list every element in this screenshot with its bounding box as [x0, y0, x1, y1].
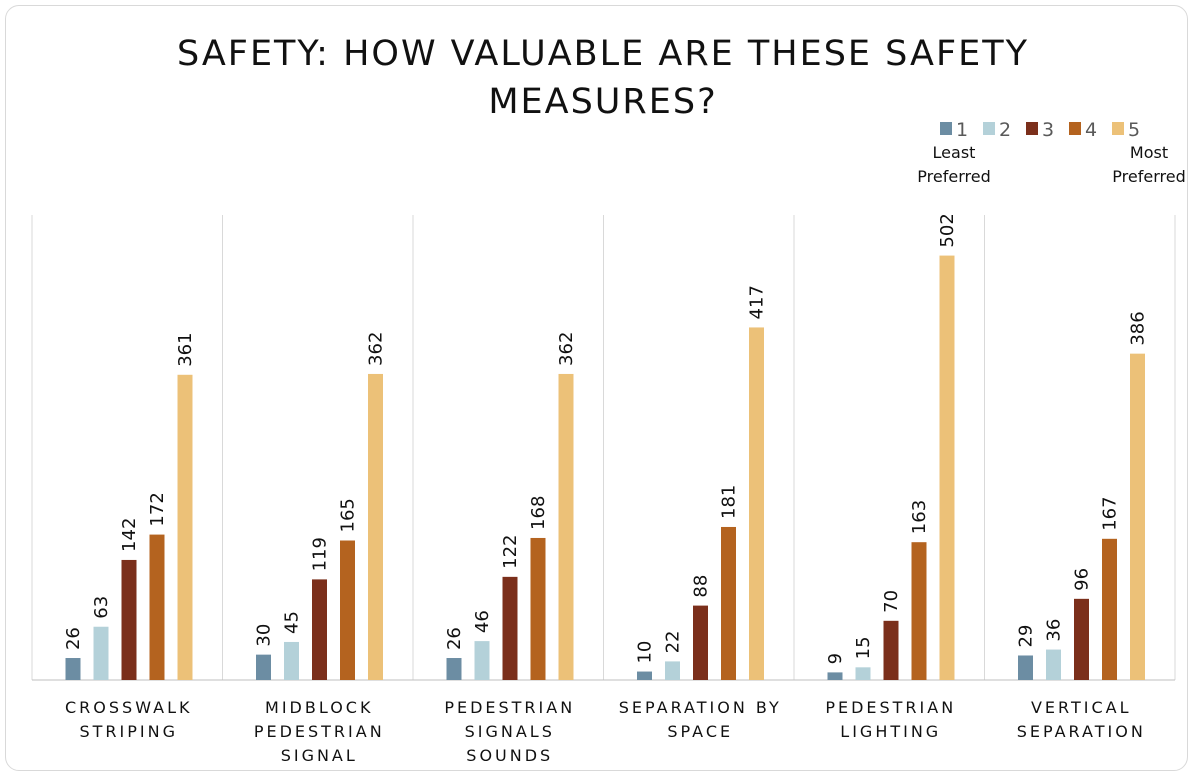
value-label: 142: [119, 518, 140, 552]
bar: [149, 534, 165, 680]
legend-swatch: [1069, 122, 1081, 135]
x-tick-label: CROSSWALK: [65, 698, 193, 717]
bar: [177, 374, 193, 680]
annotation: Preferred: [1112, 167, 1185, 186]
bar: [530, 537, 546, 680]
bar: [446, 658, 462, 680]
legend-label: 4: [1085, 119, 1097, 141]
value-label: 26: [63, 627, 84, 650]
legend-swatch: [940, 122, 952, 135]
x-tick-label: SOUNDS: [466, 746, 553, 765]
value-label: 167: [1100, 496, 1121, 530]
x-tick-label: LIGHTING: [840, 722, 941, 741]
value-label: 172: [147, 492, 168, 526]
bar: [637, 671, 652, 680]
value-label: 15: [853, 636, 874, 659]
value-label: 46: [472, 610, 493, 633]
value-label: 361: [175, 332, 196, 366]
value-label: 9: [825, 653, 846, 664]
annotation: Least: [933, 143, 976, 162]
bar: [474, 641, 490, 680]
bar: [855, 667, 871, 680]
annotation: Most: [1130, 143, 1168, 162]
x-tick-label: PEDESTRIAN: [254, 722, 385, 741]
x-tick-label: PEDESTRIAN: [825, 698, 956, 717]
value-label: 502: [937, 213, 958, 247]
bar: [1018, 655, 1033, 680]
legend-swatch: [1112, 122, 1124, 135]
value-label: 63: [91, 596, 112, 619]
value-label: 362: [366, 332, 387, 366]
bar: [1074, 598, 1089, 680]
value-label: 119: [310, 537, 331, 571]
legend-swatch: [983, 122, 995, 135]
bar: [368, 373, 383, 680]
value-label: 386: [1128, 311, 1149, 345]
bar: [1130, 353, 1145, 680]
value-label: 168: [528, 496, 549, 530]
value-label: 165: [338, 498, 359, 532]
bar: [558, 373, 574, 680]
x-tick-label: VERTICAL: [1031, 698, 1132, 717]
bar: [312, 579, 327, 680]
bar: [827, 672, 843, 680]
bar: [939, 255, 955, 680]
value-label: 29: [1016, 625, 1037, 648]
bar: [749, 327, 764, 680]
legend-swatch: [1026, 122, 1038, 135]
bar: [93, 626, 109, 680]
value-label: 181: [719, 485, 740, 519]
legend-label: 5: [1128, 119, 1140, 141]
chart-card: [5, 5, 1188, 771]
value-label: 36: [1044, 619, 1065, 642]
bar: [121, 559, 137, 680]
bar: [665, 661, 680, 680]
value-label: 26: [444, 627, 465, 650]
value-label: 122: [500, 534, 521, 568]
value-label: 163: [909, 500, 930, 534]
x-tick-label: STRIPING: [80, 722, 179, 741]
x-tick-label: SIGNALS: [465, 722, 555, 741]
x-tick-label: MIDBLOCK: [265, 698, 373, 717]
bar: [721, 526, 736, 680]
bar: [911, 542, 927, 680]
value-label: 96: [1072, 568, 1093, 591]
value-label: 417: [747, 285, 768, 319]
value-label: 70: [881, 590, 902, 613]
x-tick-label: PEDESTRIAN: [444, 698, 575, 717]
bar: [340, 540, 355, 680]
value-label: 10: [635, 641, 656, 664]
annotation: Preferred: [917, 167, 990, 186]
x-tick-label: SEPARATION BY: [619, 698, 782, 717]
value-label: 45: [282, 611, 303, 634]
bar: [65, 658, 81, 680]
bar: [1046, 649, 1061, 680]
x-tick-label: SEPARATION: [1017, 722, 1146, 741]
x-tick-label: SPACE: [667, 722, 733, 741]
legend-label: 1: [956, 119, 968, 141]
value-label: 30: [254, 624, 275, 647]
bar: [883, 620, 899, 680]
value-label: 362: [556, 332, 577, 366]
x-tick-label: SIGNAL: [281, 746, 358, 765]
value-label: 88: [691, 575, 712, 598]
bar: [1102, 538, 1117, 680]
legend-label: 3: [1042, 119, 1054, 141]
bar: [256, 654, 271, 680]
bar: [502, 576, 518, 680]
value-label: 22: [663, 630, 684, 653]
bar: [693, 605, 708, 680]
legend-label: 2: [999, 119, 1011, 141]
chart-title: SAFETY: HOW VALUABLE ARE THESE SAFETY ME…: [177, 34, 1029, 122]
bar: [284, 641, 299, 680]
